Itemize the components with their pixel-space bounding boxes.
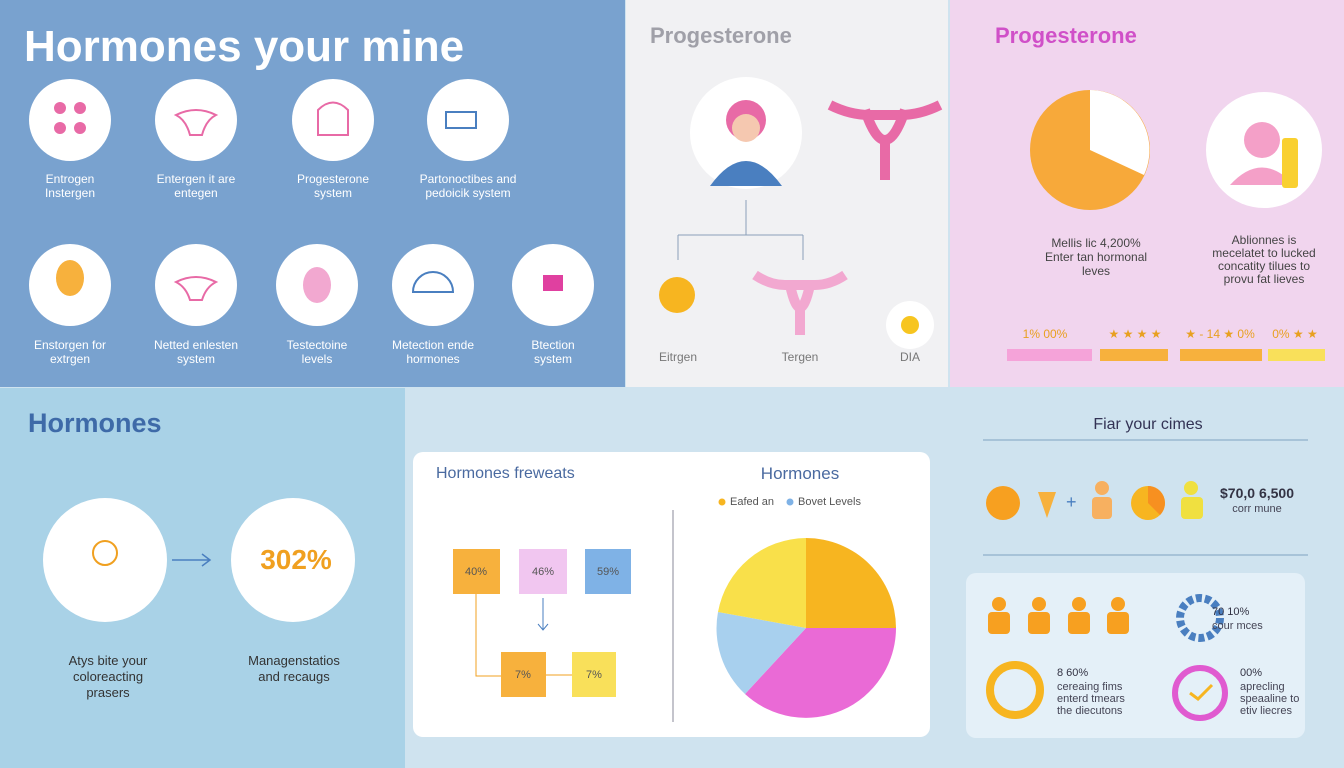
amount: $70,0 6,500 xyxy=(1220,485,1294,501)
flow-lines xyxy=(475,594,572,677)
label: Eitrgen xyxy=(658,350,698,364)
label: aprecling xyxy=(1240,681,1285,693)
item-label: system xyxy=(533,352,573,366)
item-label: Testectoine xyxy=(286,338,348,352)
title: Hormones your mine xyxy=(24,22,465,71)
item-label: Enstorgen for xyxy=(33,338,107,352)
item-label: Instergen xyxy=(44,186,96,200)
label: the diecutons xyxy=(1057,705,1123,717)
label: coloreacting xyxy=(72,669,144,684)
label: etiv liecres xyxy=(1240,705,1292,717)
item-label: Entergen it are xyxy=(156,172,236,186)
title: Hormones xyxy=(28,408,162,438)
item-label: levels xyxy=(301,352,333,366)
people xyxy=(988,597,1129,634)
stat-value: 8 60% xyxy=(1057,667,1089,679)
box-label: 40% xyxy=(464,566,488,578)
svg-text:+: + xyxy=(1066,492,1077,512)
label: leves xyxy=(1081,264,1111,278)
bar-label: ★ ★ ★ ★ xyxy=(1108,327,1162,341)
item-label: system xyxy=(313,186,353,200)
item-label: pedoicik system xyxy=(425,186,511,200)
icon-glyphs xyxy=(54,101,563,303)
label: Ablionnes is xyxy=(1231,233,1297,247)
title: Progesterone xyxy=(995,23,1137,48)
label: DIA xyxy=(899,350,921,364)
item-label: entegen xyxy=(174,186,218,200)
item-label: Partonoctibes and xyxy=(419,172,517,186)
icon-circles xyxy=(29,77,1322,622)
stat-value: 00% xyxy=(1240,667,1263,679)
label: Enter tan hormonal xyxy=(1044,250,1148,264)
item-label: system xyxy=(176,352,216,366)
bars xyxy=(1007,349,1325,361)
item-label: Metection ende xyxy=(391,338,475,352)
item-label: extrgen xyxy=(49,352,91,366)
label: Mellis lic 4,200% xyxy=(1051,236,1141,250)
label: provu fat lieves xyxy=(1223,272,1305,286)
label: cour mces xyxy=(1212,620,1263,632)
title: Progesterone xyxy=(650,23,792,48)
legend-label: Eafed an xyxy=(730,496,775,508)
stat: 302% xyxy=(260,544,332,575)
bar-label: 1% 00% xyxy=(1022,327,1068,341)
legend-label: Bovet Levels xyxy=(798,496,861,508)
title: Hormones xyxy=(760,464,840,483)
label: mecelatet to lucked xyxy=(1212,246,1316,260)
label: concatity tilues to xyxy=(1217,259,1311,273)
label: corr mune xyxy=(1232,503,1282,515)
item-label: Entrogen xyxy=(45,172,95,186)
box-label: 46% xyxy=(531,566,555,578)
box-label: 7% xyxy=(515,669,531,681)
label: Atys bite your xyxy=(68,653,148,668)
label: enterd tmears xyxy=(1057,693,1125,705)
item-label: Netted enlesten xyxy=(153,338,239,352)
label: Managenstatios xyxy=(248,653,340,668)
item-label: hormones xyxy=(406,352,460,366)
title: Hormones freweats xyxy=(436,465,575,482)
stat-value: 70 10% xyxy=(1212,606,1250,618)
label: speaaline to xyxy=(1240,693,1300,705)
bar-label: 0% ★ ★ xyxy=(1272,327,1318,341)
box-label: 59% xyxy=(596,566,620,578)
item-label: Btection xyxy=(531,338,575,352)
item-label: Progesterone xyxy=(296,172,370,186)
label: Tergen xyxy=(781,350,819,364)
label: and recaugs xyxy=(258,669,330,684)
box-label: 7% xyxy=(586,669,602,681)
title: Fiar your cimes xyxy=(1093,416,1203,433)
label: prasers xyxy=(86,685,130,700)
label: cereaing fims xyxy=(1057,681,1123,693)
bar-label: ★ - 14 ★ 0% xyxy=(1185,327,1255,341)
